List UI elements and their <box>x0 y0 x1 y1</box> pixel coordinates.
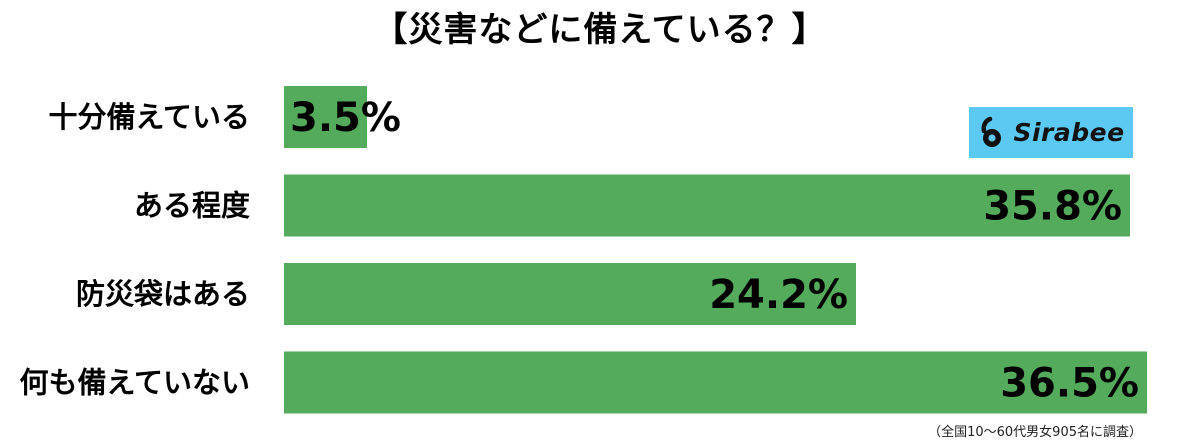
sirabee-logo-text: Sirabee <box>1013 118 1125 147</box>
bar-2 <box>284 263 856 325</box>
value-label-0: 3.5% <box>290 95 401 141</box>
bars-layer: 十分備えている 3.5% ある程度 35.8% 防災袋はある 24.2% 何も備えていない 3… <box>19 86 1147 414</box>
sirabee-logo: Sirabee <box>969 107 1133 158</box>
category-label-0: 十分備えている <box>48 100 250 134</box>
bar-0 <box>284 86 367 148</box>
bar-1 <box>284 174 1130 237</box>
category-label-2: 防災袋はある <box>76 277 250 311</box>
value-label-3: 36.5% <box>1000 361 1139 407</box>
sirabee-logo-icon <box>981 116 1002 147</box>
value-label-1: 35.8% <box>983 184 1122 230</box>
bar-3 <box>284 351 1147 414</box>
survey-footnote: （全国10～60代男女905名に調査） <box>928 425 1142 440</box>
category-label-1: ある程度 <box>134 189 250 223</box>
category-label-3: 何も備えていない <box>19 366 250 400</box>
chart-title: 【災害などに備えている？】 <box>373 10 827 50</box>
value-label-2: 24.2% <box>709 272 848 318</box>
